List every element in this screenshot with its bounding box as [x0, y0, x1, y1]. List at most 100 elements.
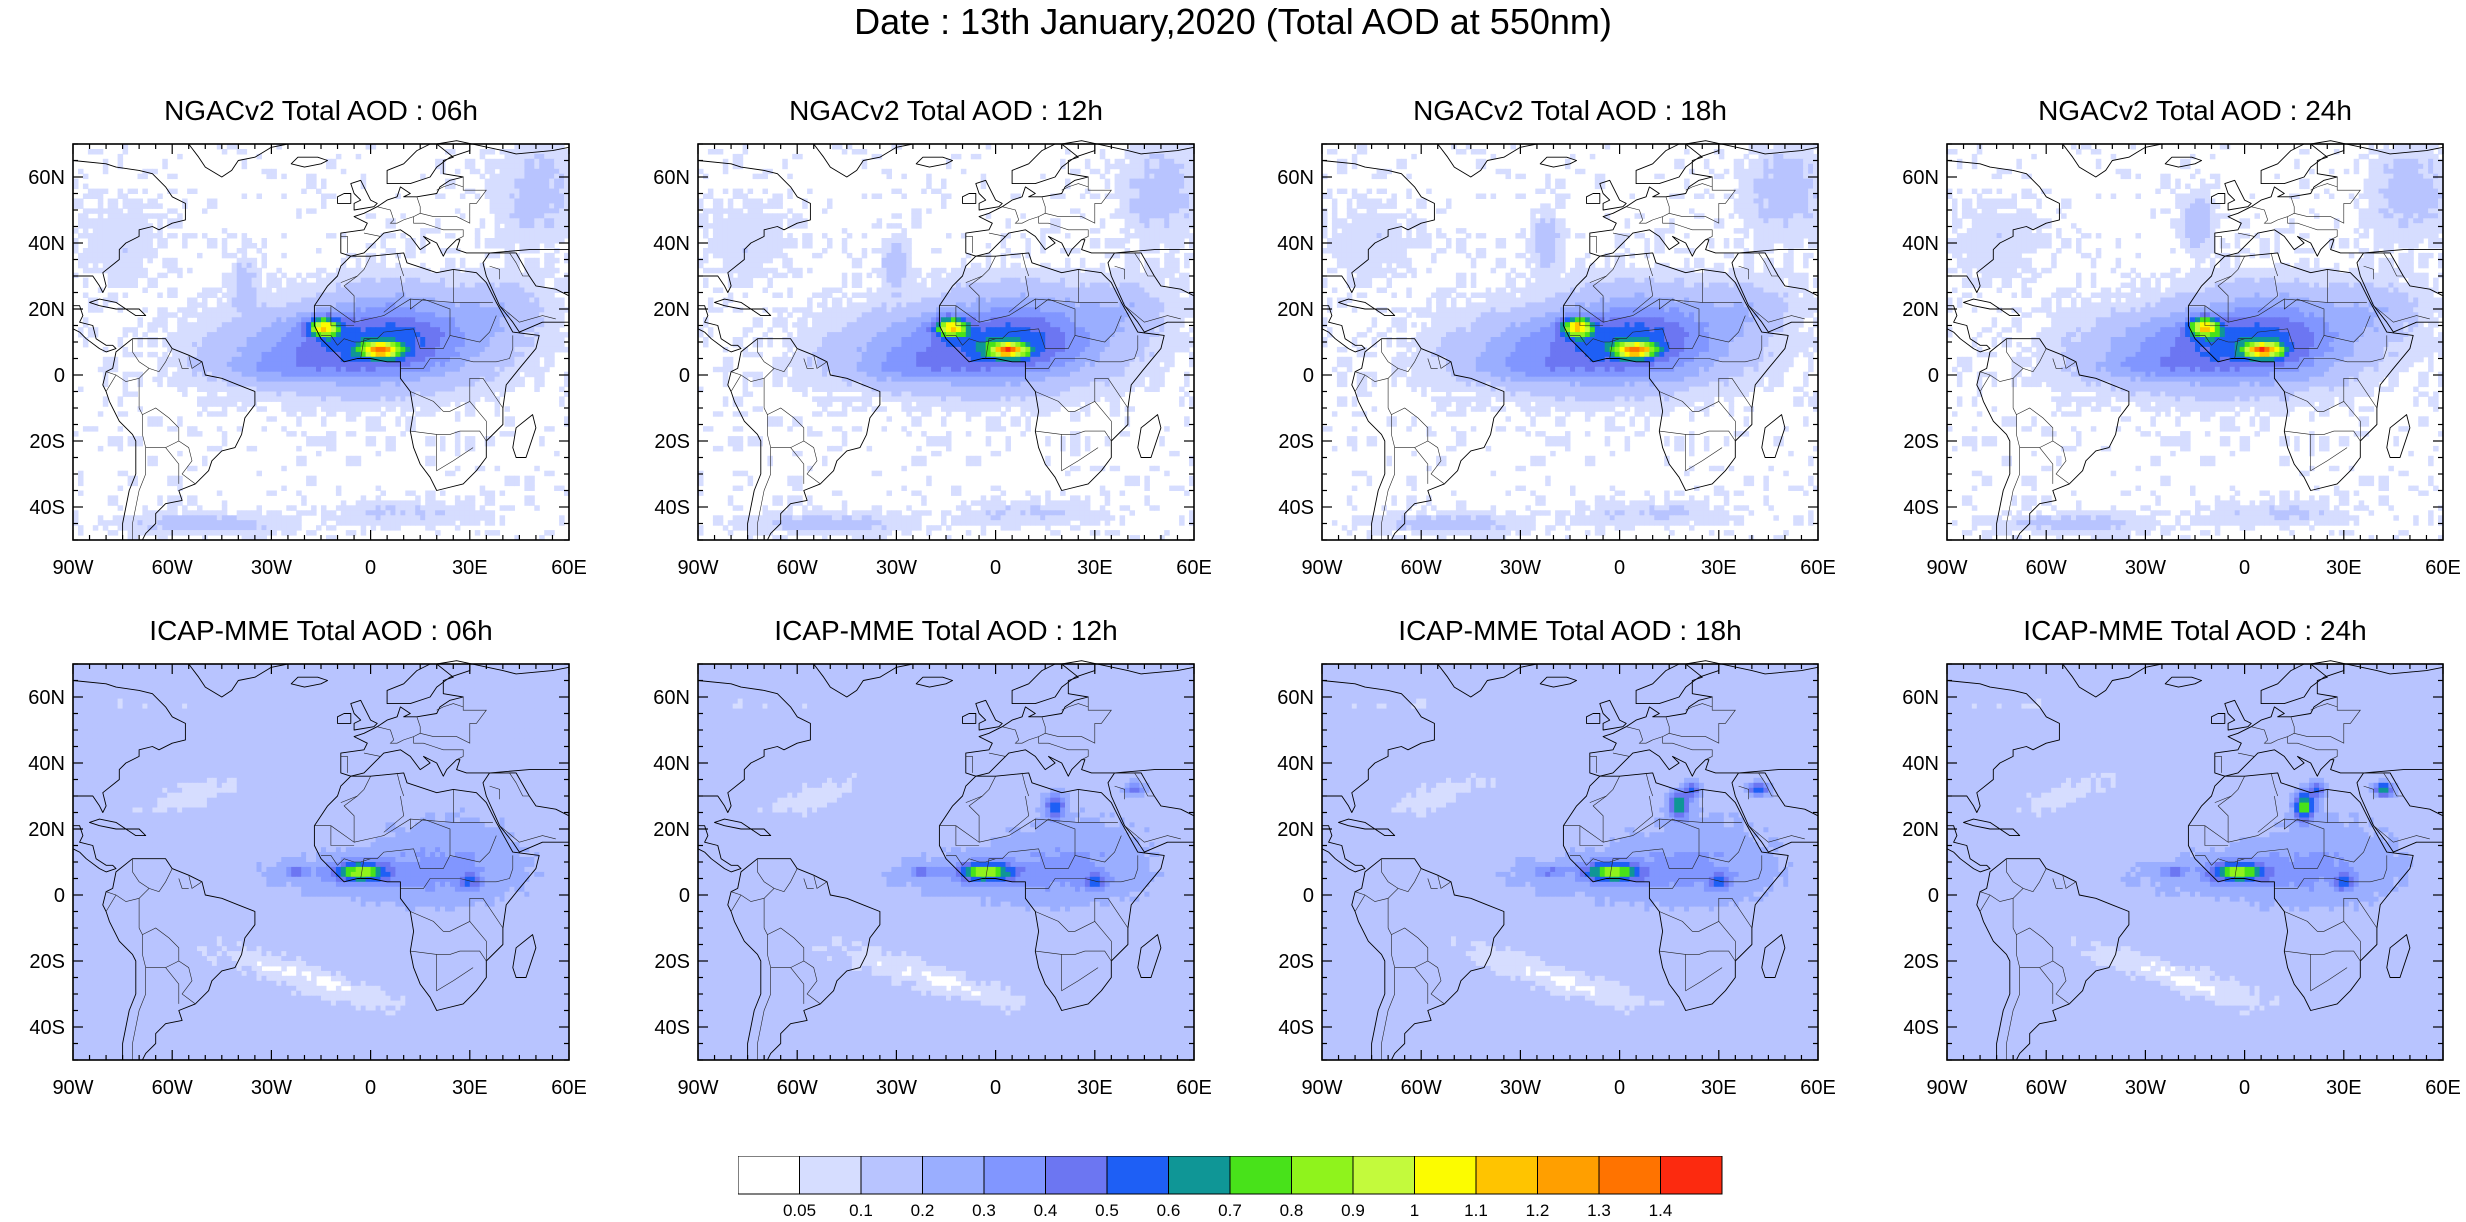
colorbar-swatch [1106, 1156, 1169, 1195]
lon-tick-label: 60W [2026, 557, 2067, 579]
lon-tick-label: 60W [152, 557, 193, 579]
panel-title: ICAP-MME Total AOD : 12h [638, 614, 1254, 648]
lat-tick-label: 20S [654, 951, 690, 973]
panel-title: NGACv2 Total AOD : 24h [1887, 94, 2466, 128]
lon-tick-label: 90W [52, 557, 93, 579]
coastlines [1321, 140, 1819, 541]
lon-tick-label: 30E [1701, 557, 1737, 579]
lon-tick-label: 0 [990, 1077, 1001, 1099]
lat-tick-label: 20N [653, 819, 690, 841]
colorbar-label: 1.4 [1649, 1201, 1673, 1220]
lat-tick-label: 20N [1902, 819, 1939, 841]
colorbar-swatch [1045, 1156, 1108, 1195]
lat-tick-label: 20N [1277, 819, 1314, 841]
lon-tick-label: 30W [876, 1077, 917, 1099]
coastlines [1946, 660, 2444, 1061]
lon-tick-label: 90W [1926, 1077, 1967, 1099]
lon-tick-label: 60E [551, 557, 587, 579]
lon-tick-label: 60W [1401, 557, 1442, 579]
lat-tick-label: 40S [654, 1017, 690, 1039]
lon-tick-label: 30W [876, 557, 917, 579]
lon-tick-label: 90W [677, 557, 718, 579]
lat-tick-label: 40S [1903, 1017, 1939, 1039]
colorbar-swatch [922, 1156, 985, 1195]
lat-tick-label: 20S [1278, 951, 1314, 973]
colorbar-label: 0.5 [1095, 1201, 1119, 1220]
lon-tick-label: 30E [1701, 1077, 1737, 1099]
lon-tick-label: 30W [2125, 1077, 2166, 1099]
colorbar-label: 0.1 [849, 1201, 873, 1220]
lon-tick-label: 30W [251, 1077, 292, 1099]
aod-colorbar: 0.05 0.1 0.2 0.3 0.4 0.5 0.6 0.7 0.8 0.9 1 1.1 1.2 1.… [738, 1156, 1723, 1220]
lon-tick-label: 60E [1800, 557, 1836, 579]
aod-field [1322, 144, 1819, 541]
colorbar-swatch [1537, 1156, 1600, 1195]
figure-title: Date : 13th January,2020 (Total AOD at 5… [0, 2, 2466, 42]
lat-tick-label: 60N [28, 167, 65, 189]
aod-map: 60N 40N 20N 0 20S 40S 90W 60W 30W 0 30E 60E [28, 140, 587, 579]
lat-tick-label: 40N [653, 753, 690, 775]
lon-tick-label: 0 [365, 557, 376, 579]
aod-field [1947, 664, 2444, 1061]
colorbar-label: 0.9 [1341, 1201, 1365, 1220]
aod-field [1947, 144, 2444, 541]
lon-tick-label: 30E [2326, 557, 2362, 579]
lat-tick-label: 40S [29, 497, 65, 519]
panel-title: ICAP-MME Total AOD : 24h [1887, 614, 2466, 648]
lat-tick-label: 20N [1277, 299, 1314, 321]
aod-map: 60N 40N 20N 0 20S 40S 90W 60W 30W 0 30E 60E [1902, 660, 2461, 1099]
colorbar-swatch [1168, 1156, 1231, 1195]
coastlines [1321, 660, 1819, 1061]
coastlines [697, 140, 1195, 541]
lat-tick-label: 40N [28, 753, 65, 775]
lon-tick-label: 0 [990, 557, 1001, 579]
colorbar-label: 1.1 [1464, 1201, 1488, 1220]
lat-tick-label: 40N [1277, 233, 1314, 255]
lat-tick-label: 0 [1928, 365, 1939, 387]
lon-tick-label: 60W [777, 557, 818, 579]
lat-tick-label: 0 [679, 885, 690, 907]
lat-tick-label: 20N [28, 299, 65, 321]
aod-field [698, 664, 1195, 1061]
country-borders [1354, 177, 1805, 540]
lon-tick-label: 30E [1077, 1077, 1113, 1099]
axis-ticks [1946, 663, 2444, 1061]
colorbar-swatch [799, 1156, 862, 1195]
lat-tick-label: 60N [1902, 167, 1939, 189]
lat-tick-label: 20S [1278, 431, 1314, 453]
lon-tick-label: 0 [2239, 557, 2250, 579]
aod-map: 60N 40N 20N 0 20S 40S 90W 60W 30W 0 30E 60E [28, 660, 587, 1099]
colorbar-swatch [860, 1156, 923, 1195]
aod-field [73, 664, 570, 1061]
lat-tick-label: 60N [653, 167, 690, 189]
lon-tick-label: 30E [1077, 557, 1113, 579]
lon-tick-label: 60W [2026, 1077, 2067, 1099]
coastlines [697, 660, 1195, 1061]
aod-map: 60N 40N 20N 0 20S 40S 90W 60W 30W 0 30E 60E [1902, 140, 2461, 579]
colorbar-label: 0.3 [972, 1201, 996, 1220]
lon-tick-label: 60W [152, 1077, 193, 1099]
lat-tick-label: 40N [1277, 753, 1314, 775]
colorbar-swatch [1598, 1156, 1661, 1195]
colorbar-swatch [1414, 1156, 1477, 1195]
lon-tick-label: 30W [1500, 1077, 1541, 1099]
lon-tick-label: 60E [1176, 1077, 1212, 1099]
lat-tick-label: 60N [653, 687, 690, 709]
lon-tick-label: 60W [1401, 1077, 1442, 1099]
axis-ticks [697, 663, 1195, 1061]
lon-tick-label: 30E [2326, 1077, 2362, 1099]
lat-tick-label: 40S [1278, 1017, 1314, 1039]
colorbar-label: 0.4 [1034, 1201, 1058, 1220]
aod-map: 60N 40N 20N 0 20S 40S 90W 60W 30W 0 30E 60E [653, 660, 1212, 1099]
lat-tick-label: 40S [1903, 497, 1939, 519]
lat-tick-label: 40N [1902, 233, 1939, 255]
colorbar-label: 0.8 [1280, 1201, 1304, 1220]
lat-tick-label: 20N [28, 819, 65, 841]
lon-tick-label: 30E [452, 557, 488, 579]
country-borders [1979, 697, 2430, 1060]
colorbar-swatch [1475, 1156, 1538, 1195]
colorbar-label: 0.6 [1157, 1201, 1181, 1220]
lon-tick-label: 0 [1614, 557, 1625, 579]
lat-tick-label: 20S [1903, 951, 1939, 973]
colorbar-swatch [738, 1156, 800, 1195]
